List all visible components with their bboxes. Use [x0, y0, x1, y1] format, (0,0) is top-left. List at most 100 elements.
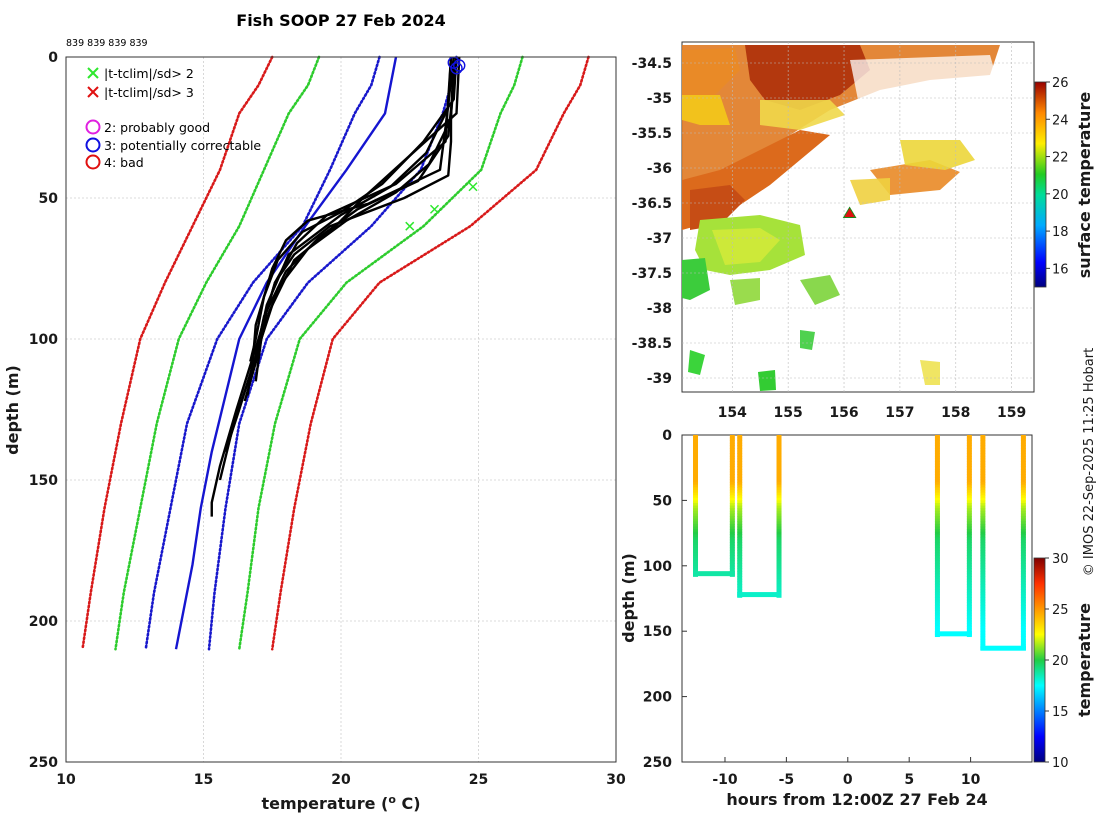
- dive-ascent-point: [776, 479, 782, 483]
- dive-descent-point: [934, 455, 940, 460]
- dive-ascent-point: [966, 605, 972, 609]
- dive-descent-point: [934, 618, 940, 622]
- dive-ascent-point: [729, 510, 735, 515]
- dive-ascent-point: [1020, 633, 1026, 638]
- map-ytick-label: -38: [647, 301, 672, 317]
- dive-ascent-point: [776, 453, 782, 457]
- dive-ascent-point: [966, 610, 972, 614]
- dive-descent-point: [934, 602, 940, 606]
- dive-descent-point: [737, 557, 743, 562]
- dive-ascent-point: [729, 534, 735, 538]
- dive-ascent-point: [729, 461, 735, 465]
- dive-descent-point: [934, 612, 940, 617]
- dive-descent-point: [737, 534, 743, 538]
- dive-descent-point: [980, 510, 986, 515]
- dive-descent-point: [934, 578, 940, 583]
- dive-ascent-point: [776, 552, 782, 556]
- dive-ascent-point: [966, 440, 972, 444]
- dive-ascent-point: [776, 560, 782, 564]
- dive-ascent-point: [966, 492, 972, 496]
- flag-qc3-circle: [450, 62, 463, 75]
- dive-ascent-point: [1020, 568, 1026, 572]
- dive-descent-point: [980, 500, 986, 504]
- dive-descent-point: [737, 448, 743, 452]
- dive-ascent-point: [776, 495, 782, 499]
- dive-ascent-point: [966, 463, 972, 467]
- climatology-mean-line: [174, 56, 398, 650]
- dive-descent-point: [693, 489, 699, 494]
- dive-ascent-point: [1020, 578, 1026, 583]
- dive-ascent-point: [1020, 618, 1026, 622]
- dive-descent-point: [980, 631, 986, 635]
- dive-ascent-point: [1020, 599, 1026, 604]
- dive-descent-point: [980, 526, 986, 530]
- dive-ascent-point: [729, 440, 735, 444]
- dive-ascent-point: [1020, 471, 1026, 475]
- dive-ascent-point: [776, 526, 782, 530]
- dive-descent-point: [980, 453, 986, 457]
- dive-descent-point: [737, 505, 743, 509]
- dive-descent-point: [980, 461, 986, 465]
- dive-ascent-point: [966, 602, 972, 606]
- dive-descent-point: [693, 529, 699, 533]
- dive-descent-point: [737, 471, 743, 475]
- map-ytick-label: -37: [647, 231, 672, 247]
- dive-descent-point: [934, 594, 940, 598]
- dive-ascent-point: [729, 531, 735, 536]
- dive-descent-point: [934, 495, 940, 499]
- dive-ascent-point: [966, 513, 972, 517]
- dive-ascent-point: [776, 442, 782, 447]
- dive-ascent-point: [776, 461, 782, 465]
- dive-descent-point: [980, 607, 986, 611]
- dive-descent-point: [693, 463, 699, 467]
- dive-ascent-point: [1020, 529, 1026, 533]
- dive-descent-point: [934, 565, 940, 570]
- dive-descent-point: [934, 581, 940, 585]
- dive-ascent-point: [966, 529, 972, 533]
- dive-ascent-point: [966, 518, 972, 522]
- dive-descent-point: [934, 471, 940, 475]
- map-ytick-label: -36: [647, 161, 672, 177]
- dive-descent-point: [980, 581, 986, 585]
- dive-descent-point: [737, 463, 743, 467]
- dive-descent-point: [934, 597, 940, 601]
- dive-descent-point: [693, 474, 699, 478]
- dive-ascent-point: [776, 573, 782, 577]
- dive-ascent-point: [1020, 479, 1026, 483]
- dive-descent-point: [980, 618, 986, 622]
- dive-ascent-point: [776, 458, 782, 462]
- dive-ascent-point: [729, 448, 735, 452]
- dive-ascent-point: [776, 455, 782, 460]
- dive-descent-point: [934, 625, 940, 630]
- dive-descent-point: [693, 544, 699, 549]
- legend-qc2-label: 2: probably good: [104, 120, 210, 135]
- map-ytick-label: -35.5: [632, 126, 672, 142]
- dive-ascent-point: [729, 550, 735, 554]
- dive-ascent-point: [1020, 623, 1026, 627]
- dive-ascent-point: [1020, 584, 1026, 588]
- dive-ascent-point: [1020, 453, 1026, 457]
- dive-ascent-point: [776, 445, 782, 449]
- dive-ascent-point: [1020, 484, 1026, 488]
- dive-descent-point: [980, 550, 986, 554]
- dive-descent-point: [934, 445, 940, 449]
- dive-descent-point: [934, 571, 940, 575]
- dive-ascent-point: [729, 539, 735, 543]
- dive-descent-point: [980, 482, 986, 486]
- dive-ascent-point: [1020, 639, 1026, 643]
- dive-ascent-point: [966, 450, 972, 454]
- map-ytick-label: -35: [647, 91, 672, 107]
- dive-ascent-point: [1020, 625, 1026, 630]
- dive-descent-point: [980, 455, 986, 460]
- dive-ascent-point: [776, 487, 782, 491]
- dive-descent-point: [934, 489, 940, 494]
- dive-ascent-point: [966, 576, 972, 580]
- dive-ascent-point: [776, 586, 782, 590]
- dive-descent-point: [693, 453, 699, 457]
- dive-descent-point: [980, 557, 986, 562]
- dive-descent-point: [737, 489, 743, 494]
- dive-descent-point: [934, 537, 940, 541]
- dive-descent-point: [737, 497, 743, 501]
- depth-time-xlabel: hours from 12:00Z 27 Feb 24: [726, 790, 987, 809]
- flag-cross-green: [405, 221, 415, 231]
